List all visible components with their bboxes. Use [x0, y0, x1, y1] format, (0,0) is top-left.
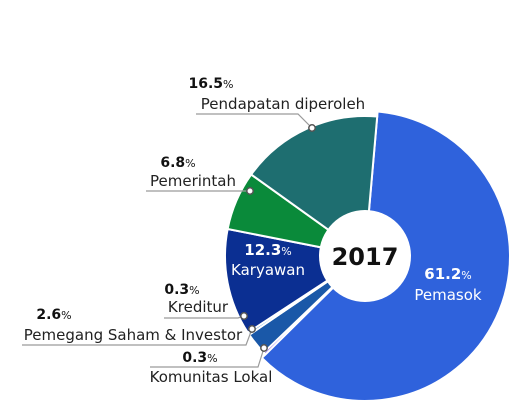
pct-label-pemerintah: 6.8% — [160, 155, 195, 171]
pct-label-komunitas-lokal: 0.3% — [182, 350, 217, 366]
leader-dot-pemegang-saham-investor — [248, 325, 256, 333]
leader-pemegang-saham-investor — [22, 328, 253, 346]
name-label-pemegang-saham-investor: Pemegang Saham & Investor — [24, 326, 243, 344]
name-label-pemasok: Pemasok — [414, 286, 482, 304]
leader-lines — [22, 113, 316, 368]
pie-slices — [224, 110, 511, 402]
leader-komunitas-lokal — [150, 347, 265, 368]
leader-kreditur — [164, 315, 245, 319]
pct-label-kreditur: 0.3% — [164, 282, 199, 298]
pct-label-karyawan: 12.3% — [244, 241, 291, 259]
leader-dot-pendapatan-diperoleh — [308, 124, 316, 132]
name-label-pemerintah: Pemerintah — [150, 172, 236, 190]
center-hole — [319, 210, 411, 302]
leader-pendapatan-diperoleh — [196, 113, 313, 129]
leader-dot-kreditur — [240, 312, 248, 320]
pct-label-pemasok: 61.2% — [424, 265, 471, 283]
leader-dot-komunitas-lokal — [260, 344, 268, 352]
pct-label-pemegang-saham-investor: 2.6% — [36, 307, 71, 323]
slice-labels: 61.2% Pemasok 0.3% Komunitas Lokal 2.6% Pemeg… — [24, 76, 482, 386]
leader-dot-pemerintah — [246, 187, 254, 195]
name-label-komunitas-lokal: Komunitas Lokal — [150, 368, 273, 386]
name-label-kreditur: Kreditur — [168, 298, 229, 316]
name-label-pendapatan-diperoleh: Pendapatan diperoleh — [201, 95, 365, 113]
center-label: 2017 — [332, 243, 399, 271]
name-label-karyawan: Karyawan — [231, 261, 305, 279]
pct-label-pendapatan-diperoleh: 16.5% — [189, 76, 234, 92]
